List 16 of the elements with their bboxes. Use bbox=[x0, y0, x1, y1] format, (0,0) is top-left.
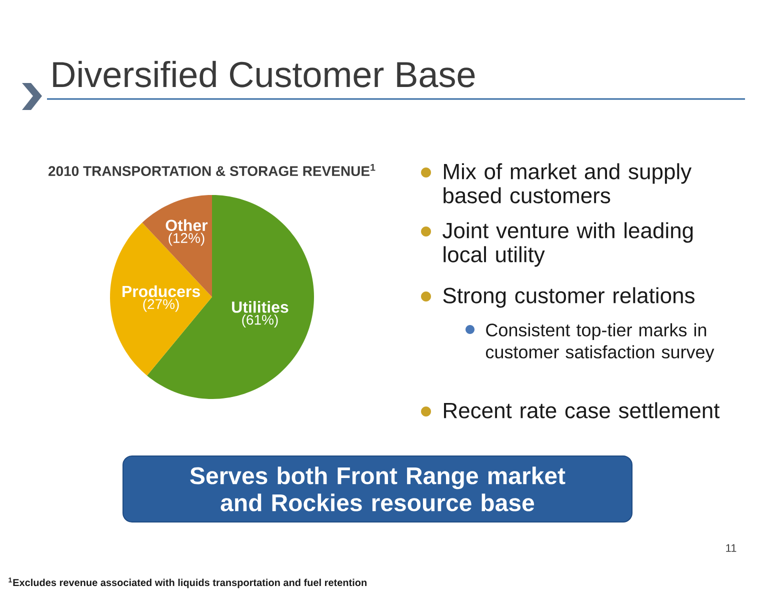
slice-label: Utilities bbox=[232, 301, 288, 313]
text: Recent rate case settlement bbox=[444, 402, 720, 418]
text: Mix of market and supply based customers bbox=[444, 163, 692, 204]
slice-label: Producers bbox=[122, 285, 200, 298]
data-label: (12%) bbox=[168, 232, 204, 246]
data-label: (27%) bbox=[143, 298, 179, 312]
text: $^{1}$Excludes revenue associated with liquids transportation and fuel retention bbox=[8, 578, 366, 588]
text: Consistent top-tier marks in customer satisfaction survey bbox=[486, 323, 714, 362]
text: 11 bbox=[726, 544, 736, 552]
chart-subtitle: 2010 TRANSPORTATION & STORAGE REVENUE$^{1}$ bbox=[48, 164, 376, 176]
text: Joint venture with leading local utility bbox=[442, 222, 693, 267]
slice-label: Other bbox=[166, 219, 208, 232]
text: Serves both Front Range market and Rockies resource base bbox=[190, 466, 566, 512]
data-label: (61%) bbox=[242, 314, 278, 328]
chart-title: Diversified Customer Base bbox=[53, 60, 475, 88]
text: Strong customer relations bbox=[443, 287, 694, 308]
